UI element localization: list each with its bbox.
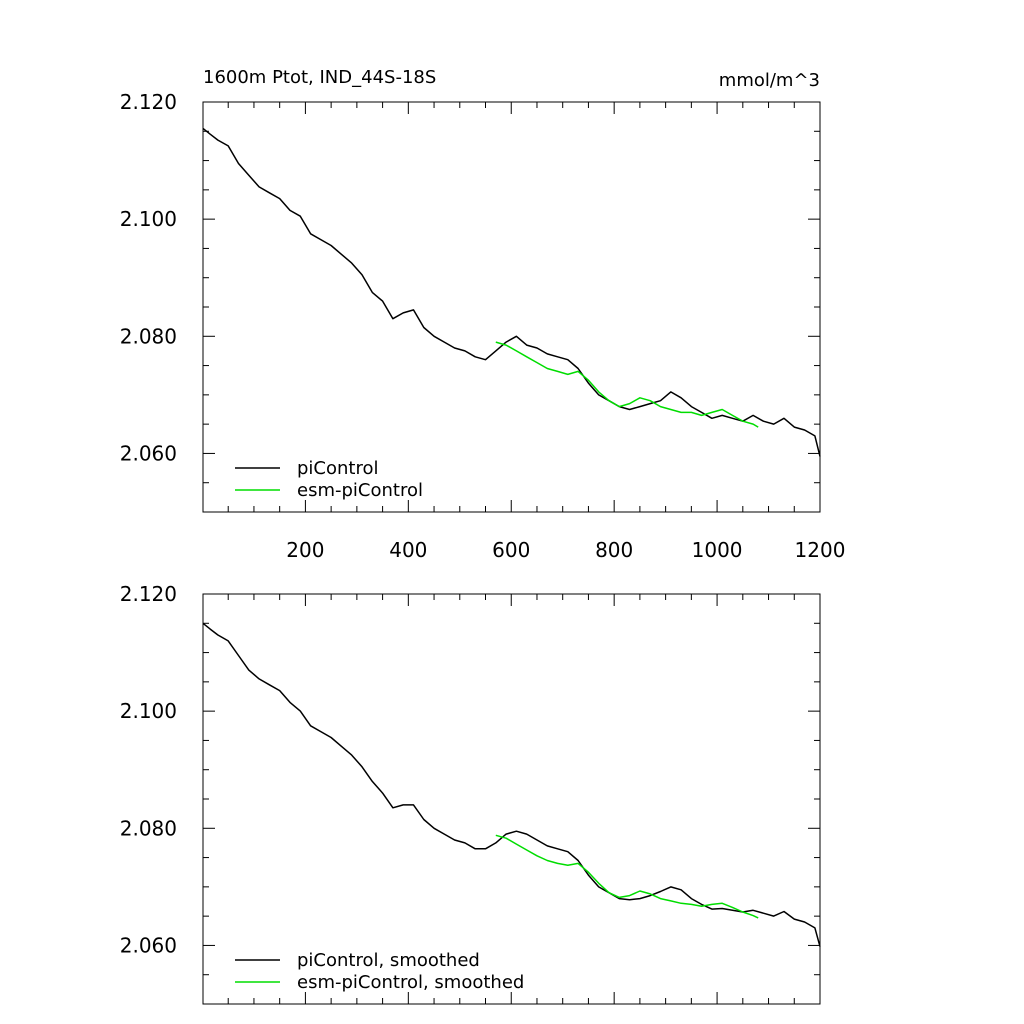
top-panel: 1600m Ptot, IND_44S-18S mmol/m^3 piContr… <box>120 67 846 562</box>
series-line-picontrol <box>202 127 821 457</box>
top-panel-units: mmol/m^3 <box>719 70 820 91</box>
y-tick-label: 2.080 <box>120 816 177 840</box>
x-tick-label: 800 <box>595 538 633 562</box>
y-tick-label: 2.120 <box>120 90 177 114</box>
y-tick-label: 2.100 <box>120 699 177 723</box>
top-panel-title: 1600m Ptot, IND_44S-18S <box>203 67 436 88</box>
legend-label-picontrol: piControl <box>297 458 379 479</box>
y-tick-label: 2.060 <box>120 441 177 465</box>
bottom-panel-legend: piControl, smoothed esm-piControl, smoot… <box>235 950 524 993</box>
legend-label-esm-picontrol-smoothed: esm-piControl, smoothed <box>297 972 524 993</box>
y-tick-label: 2.080 <box>120 324 177 348</box>
x-tick-label: 400 <box>389 538 427 562</box>
y-tick-label: 2.100 <box>120 207 177 231</box>
series-line-picontrol <box>202 622 821 947</box>
top-panel-legend: piControl esm-piControl <box>235 458 423 501</box>
series-line-esm-picontrol <box>495 834 759 919</box>
x-tick-label: 600 <box>492 538 530 562</box>
legend-label-esm-picontrol: esm-piControl <box>297 480 423 501</box>
series-line-esm-picontrol <box>495 341 759 428</box>
legend-label-picontrol-smoothed: piControl, smoothed <box>297 950 480 971</box>
x-tick-label: 1000 <box>692 538 743 562</box>
x-tick-label: 1200 <box>795 538 846 562</box>
bottom-panel: piControl, smoothed esm-piControl, smoot… <box>120 582 821 1005</box>
y-tick-label: 2.060 <box>120 933 177 957</box>
y-tick-label: 2.120 <box>120 582 177 606</box>
x-tick-label: 200 <box>286 538 324 562</box>
